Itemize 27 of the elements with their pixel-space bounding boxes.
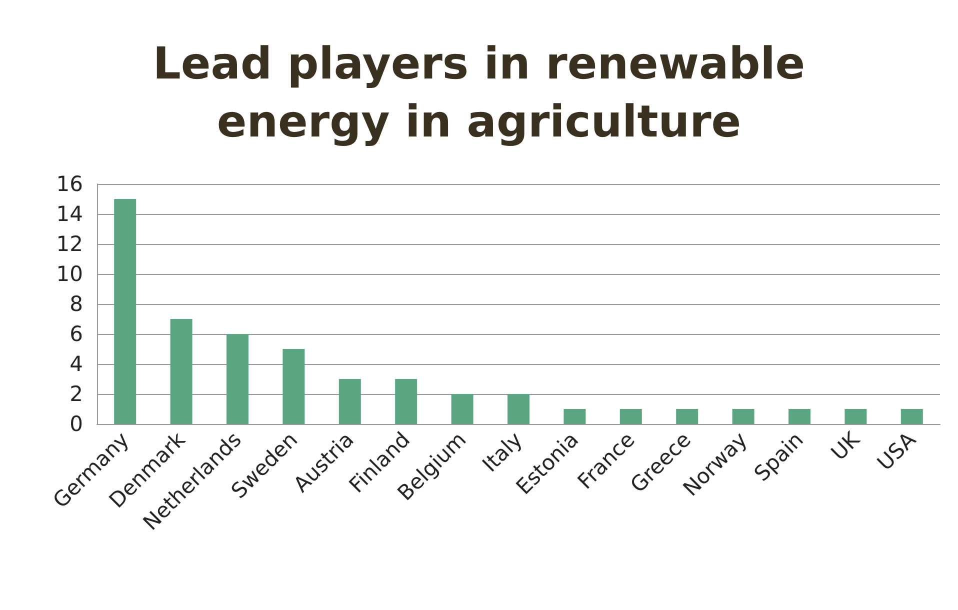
y-tick-label: 4 <box>70 352 83 376</box>
y-tick-label: 8 <box>70 292 83 316</box>
bar <box>451 394 474 424</box>
bar <box>282 349 305 424</box>
chart-title: Lead players in renewable energy in agriculture <box>152 38 806 148</box>
x-tick-label: UK <box>826 426 866 466</box>
bar <box>395 379 418 424</box>
y-tick-label: 14 <box>56 202 83 226</box>
y-tick-label: 12 <box>56 232 83 256</box>
bar <box>170 319 192 424</box>
bar <box>676 409 698 424</box>
y-tick-label: 16 <box>56 172 83 196</box>
bar <box>114 199 136 424</box>
bar <box>620 409 642 424</box>
bar <box>226 334 248 424</box>
bar <box>564 409 586 424</box>
bar <box>900 409 923 424</box>
y-tick-label: 10 <box>56 262 83 286</box>
bar <box>788 409 810 424</box>
bar <box>844 409 867 424</box>
bar <box>508 394 530 424</box>
y-tick-label: 6 <box>70 322 83 346</box>
y-tick-label: 2 <box>70 382 83 406</box>
bar <box>732 409 754 424</box>
bar <box>338 379 361 424</box>
x-tick-label: USA <box>872 427 921 476</box>
y-tick-label: 0 <box>70 412 83 436</box>
